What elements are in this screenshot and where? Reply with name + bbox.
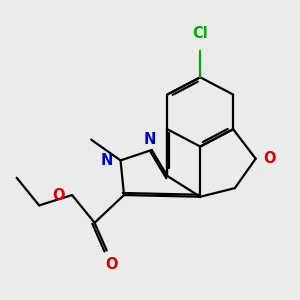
Text: O: O [263,151,276,166]
Text: O: O [52,188,64,202]
Text: N: N [144,131,156,146]
Text: Cl: Cl [192,26,208,41]
Text: O: O [106,257,118,272]
Text: N: N [100,153,113,168]
